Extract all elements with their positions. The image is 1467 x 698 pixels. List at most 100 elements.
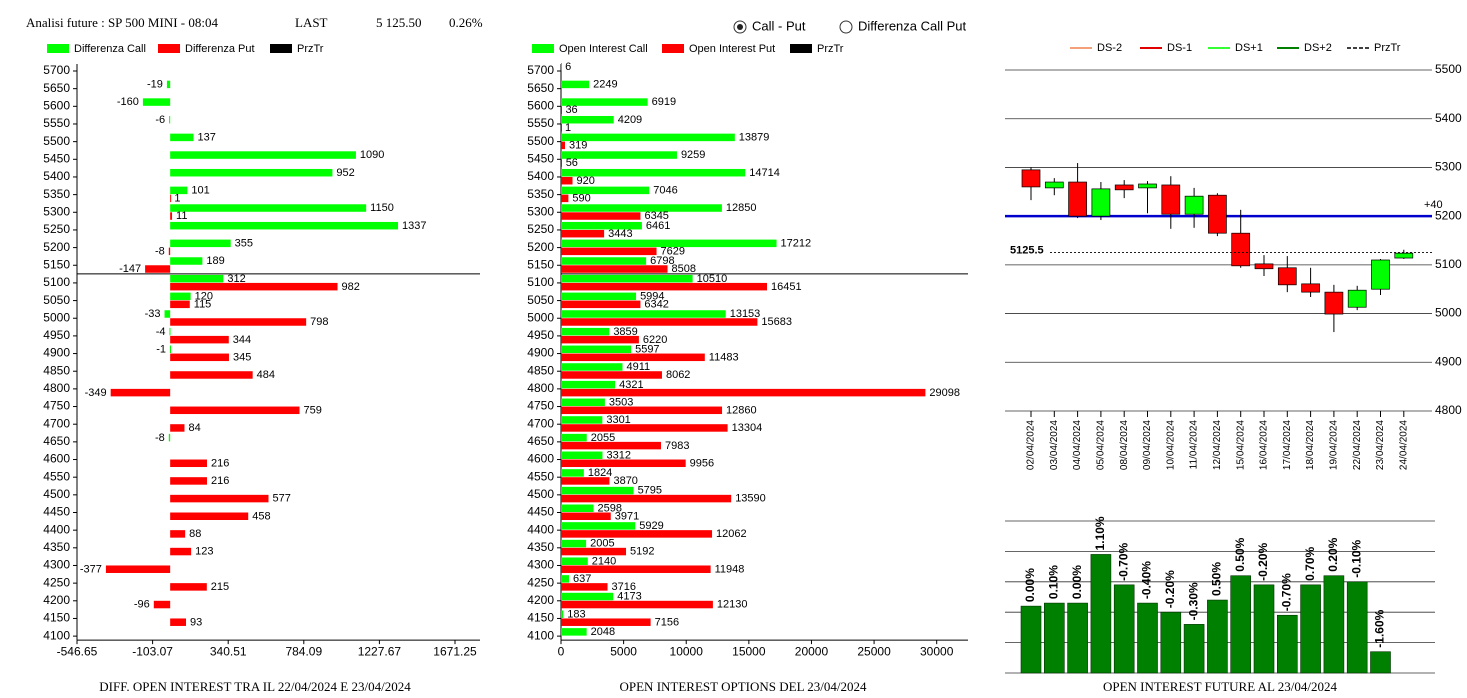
value-label: 3503: [609, 396, 633, 408]
bar: [561, 459, 686, 468]
value-label: 101: [191, 185, 209, 197]
y-tick-label: 4350: [527, 540, 554, 554]
bar: [561, 486, 634, 495]
value-label: 344: [233, 334, 251, 346]
value-label: 5597: [635, 343, 659, 355]
bar: [170, 239, 231, 248]
bar: [170, 477, 207, 485]
y-tick-label: 5200: [1435, 208, 1462, 222]
legend-label: Open Interest Put: [689, 43, 775, 55]
x-tick-label: 1227.67: [358, 644, 402, 658]
y-tick-label: 5250: [43, 222, 70, 236]
last-label: LAST: [295, 15, 328, 30]
y-tick-label: 4800: [527, 381, 554, 395]
value-label: 1150: [370, 202, 394, 214]
value-label: 5795: [638, 485, 662, 497]
value-label: 2249: [593, 79, 617, 91]
y-tick-label: 4300: [43, 558, 70, 572]
value-label: 11948: [715, 563, 745, 575]
value-label: 17212: [781, 238, 812, 250]
radio[interactable]: [839, 20, 853, 34]
y-tick-label: 4400: [527, 522, 554, 536]
bar: [170, 300, 190, 309]
radio-label[interactable]: Call - Put: [752, 18, 806, 33]
bar: [561, 204, 722, 212]
bar: [561, 310, 726, 318]
radio-call-put[interactable]: Call - Put: [733, 18, 806, 34]
candle-body: [1254, 263, 1274, 270]
bar: [561, 327, 610, 336]
value-label: 3716: [612, 581, 636, 593]
y-tick-label: 5050: [527, 293, 554, 307]
bar: [561, 212, 641, 220]
value-label: 7983: [665, 440, 689, 452]
candle-body: [1091, 188, 1111, 217]
x-tick-label: 23/04/2024: [1375, 420, 1386, 470]
x-tick-label: 10/04/2024: [1165, 420, 1176, 470]
y-tick-label: 5500: [527, 134, 554, 148]
x-tick-label: 24/04/2024: [1398, 420, 1409, 470]
bar-label: -0.70%: [1279, 573, 1293, 611]
value-label: 484: [257, 369, 275, 381]
bar: [1323, 575, 1345, 674]
value-label: 920: [577, 175, 595, 187]
bar: [561, 406, 723, 415]
bar-label: -0.40%: [1140, 561, 1154, 599]
y-tick-label: 5500: [43, 134, 70, 148]
bar: [170, 257, 203, 265]
y-tick-label: 5000: [527, 310, 554, 324]
value-label: 3443: [608, 228, 632, 240]
bar: [561, 159, 562, 167]
y-tick-label: 5550: [43, 116, 70, 130]
y-tick-label: 5300: [43, 204, 70, 218]
y-tick-label: 5500: [1435, 62, 1462, 76]
value-label: -33: [145, 308, 161, 320]
candle-body: [1231, 232, 1251, 267]
value-label: 84: [188, 422, 200, 434]
value-label: 2005: [590, 538, 614, 550]
y-tick-label: 4600: [43, 452, 70, 466]
bar: [1113, 584, 1135, 674]
y-tick-label: 5650: [43, 81, 70, 95]
candle-body: [1161, 184, 1181, 215]
bar: [166, 80, 171, 89]
value-label: 4911: [627, 361, 651, 373]
value-label: 3971: [615, 510, 639, 522]
bar: [561, 441, 661, 450]
bar: [169, 327, 171, 336]
y-tick-label: 5400: [1435, 111, 1462, 125]
radio-label[interactable]: Differenza Call Put: [858, 18, 967, 33]
bar: [170, 204, 367, 212]
y-tick-label: 4450: [527, 505, 554, 519]
radio-differenza[interactable]: Differenza Call Put: [839, 18, 967, 34]
value-label: -1: [156, 343, 166, 355]
value-label: 1: [565, 122, 571, 134]
value-label: 1: [174, 193, 180, 205]
x-tick-label: 12/04/2024: [1212, 420, 1223, 470]
bar-label: 0.10%: [1046, 565, 1060, 599]
value-label: 6342: [644, 298, 668, 310]
bar: [561, 494, 732, 503]
reference-label: 5125.5: [1010, 244, 1044, 256]
x-tick-label: 10000: [670, 644, 704, 658]
value-label: -349: [85, 387, 107, 399]
bar: [561, 371, 662, 379]
x-tick-label: 340.51: [210, 644, 247, 658]
bar: [105, 565, 171, 573]
value-label: 183: [567, 608, 585, 620]
bar: [164, 310, 171, 318]
y-tick-label: 5100: [527, 275, 554, 289]
value-label: 123: [195, 546, 213, 558]
legend-label: PrzTr: [297, 43, 324, 55]
bar: [561, 618, 651, 626]
bar-label: -0.10%: [1349, 539, 1363, 577]
bar: [561, 575, 569, 583]
y-tick-label: 5550: [527, 116, 554, 130]
value-label: 9956: [690, 457, 714, 469]
bar: [170, 168, 333, 177]
x-tick-label: 05/04/2024: [1096, 420, 1107, 470]
value-label: 13590: [735, 493, 766, 505]
bar-label: -0.20%: [1163, 570, 1177, 608]
bar: [561, 539, 587, 548]
